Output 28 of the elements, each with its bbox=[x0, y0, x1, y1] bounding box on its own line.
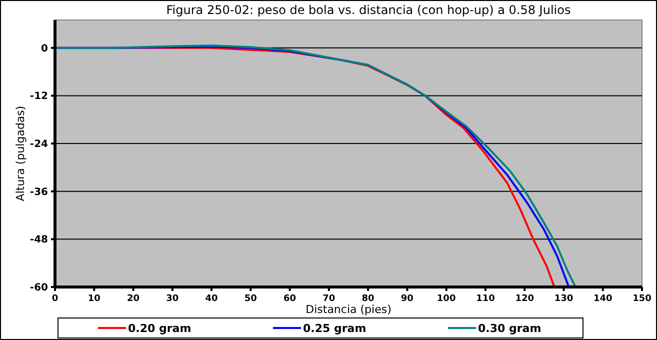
legend-label: 0.30 gram bbox=[478, 322, 542, 335]
x-tick-label: 30 bbox=[166, 294, 179, 304]
x-tick-label: 50 bbox=[244, 294, 257, 304]
x-tick-label: 80 bbox=[362, 294, 374, 304]
x-tick-label: 150 bbox=[632, 294, 652, 304]
legend-label: 0.25 gram bbox=[303, 322, 366, 335]
x-tick-label: 70 bbox=[322, 294, 336, 304]
x-tick-label: 20 bbox=[127, 294, 140, 304]
x-tick-label: 100 bbox=[436, 294, 456, 304]
legend-label: 0.20 gram bbox=[128, 322, 192, 335]
y-tick-label: -48 bbox=[30, 234, 48, 246]
y-tick-label: 0 bbox=[41, 43, 48, 54]
x-tick-label: 0 bbox=[52, 294, 58, 304]
y-tick-label: -12 bbox=[30, 91, 48, 102]
chart-title: Figura 250-02: peso de bola vs. distancia (con hop-up) a 0.58 Julios bbox=[166, 3, 571, 17]
x-tick-label: 110 bbox=[476, 294, 495, 304]
x-tick-label: 130 bbox=[554, 294, 574, 304]
y-tick-label: -60 bbox=[30, 282, 48, 294]
x-tick-label: 90 bbox=[400, 294, 414, 304]
x-tick-label: 120 bbox=[515, 294, 534, 304]
x-tick-label: 40 bbox=[205, 294, 218, 304]
x-tick-label: 10 bbox=[88, 294, 100, 304]
x-tick-label: 60 bbox=[284, 294, 296, 304]
y-tick-label: -36 bbox=[30, 186, 48, 198]
y-tick-label: -24 bbox=[30, 139, 48, 150]
x-tick-label: 140 bbox=[593, 294, 612, 304]
x-axis-title: Distancia (pies) bbox=[306, 303, 392, 316]
y-axis-title: Altura (pulgadas) bbox=[14, 106, 27, 202]
